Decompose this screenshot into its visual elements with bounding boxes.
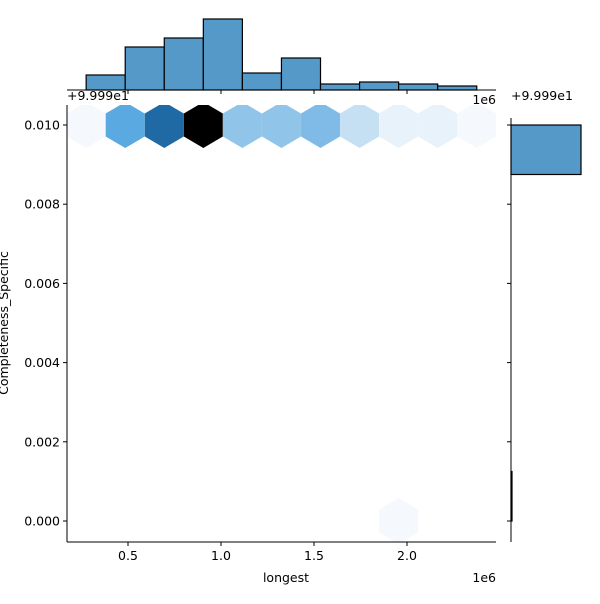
top-hist-bar	[163, 37, 204, 91]
hexbin	[379, 498, 419, 542]
top-hist-bar	[319, 83, 361, 91]
x-tick-label: 2.0	[397, 548, 417, 563]
right-offset-label: +9.999e1	[511, 88, 573, 103]
y-offset-label: +9.999e1	[67, 88, 129, 103]
top-hist-bar	[437, 85, 478, 91]
x-axis-label: longest	[263, 570, 309, 585]
x-tick-label: 1.5	[304, 548, 324, 563]
y-tick-label: 0.004	[24, 355, 60, 370]
hexbin	[222, 105, 262, 148]
hexbin	[105, 105, 145, 148]
hexbin	[301, 105, 341, 148]
hexbin	[457, 105, 496, 148]
hexbin-layer	[67, 105, 496, 542]
axes: 0.5 1.0 1.5 2.0 0.000 0.002 0.004 0.006 0.008 0.0…	[24, 105, 496, 563]
right-hist-bar	[510, 124, 582, 176]
y-tick-label: 0.008	[24, 197, 60, 212]
x-offset-label-top: 1e6	[472, 92, 496, 107]
hexbin	[340, 105, 380, 148]
hexbin	[183, 105, 223, 148]
y-tick-label: 0.006	[24, 276, 60, 291]
x-tick-label: 1.0	[211, 548, 231, 563]
top-hist-bar	[398, 83, 439, 91]
hexbin	[144, 105, 184, 148]
y-axis-label: Completeness_Specific	[0, 251, 11, 395]
top-hist-bar	[124, 46, 165, 91]
y-tick-label: 0.000	[24, 514, 60, 529]
y-tick-label: 0.002	[24, 434, 60, 449]
top-hist-bar	[358, 81, 400, 91]
top-histogram	[67, 18, 496, 94]
hexbin	[261, 105, 301, 148]
top-hist-bar	[241, 72, 283, 91]
y-tick-label: 0.010	[24, 118, 60, 133]
top-hist-bar	[280, 57, 322, 91]
x-tick-label: 0.5	[118, 548, 138, 563]
hexbin	[67, 105, 106, 148]
hexbin	[418, 105, 458, 148]
hexbin	[379, 105, 419, 148]
top-hist-bar	[202, 18, 243, 91]
x-offset-label: 1e6	[472, 570, 496, 585]
right-histogram	[507, 118, 582, 542]
